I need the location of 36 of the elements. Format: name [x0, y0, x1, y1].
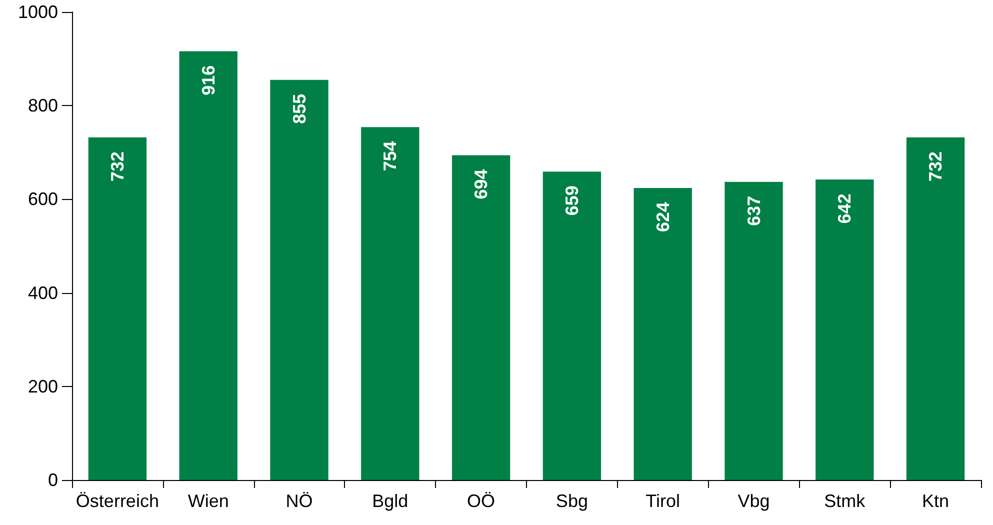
x-tick-label: Stmk: [824, 491, 866, 511]
data-label: 732: [926, 151, 946, 182]
bar: [542, 172, 602, 480]
data-label: 624: [652, 202, 673, 232]
data-label: 855: [289, 94, 310, 124]
x-tick-label: Tirol: [646, 491, 680, 511]
x-tick-label: Bgld: [372, 491, 408, 511]
data-label: 754: [380, 141, 400, 172]
x-tick-label: Vbg: [738, 491, 770, 511]
data-label: 916: [198, 65, 218, 96]
data-label: 659: [562, 186, 582, 216]
bar: [452, 155, 510, 480]
bar: [270, 80, 328, 480]
x-tick-label: Wien: [188, 491, 229, 511]
y-tick-label: 400: [28, 282, 58, 303]
x-tick-label: Österreich: [76, 491, 159, 511]
bar: [634, 188, 692, 480]
bar: [816, 180, 874, 480]
y-tick-label: 200: [28, 376, 58, 396]
bar: [724, 182, 783, 480]
y-tick-label: 600: [28, 189, 58, 210]
y-tick-label: 800: [28, 96, 58, 116]
bar: [906, 137, 965, 480]
data-label: 732: [107, 151, 128, 182]
bar: [361, 127, 420, 480]
x-tick-label: Ktn: [922, 491, 950, 511]
bar: [88, 137, 147, 480]
x-tick-label: NÖ: [286, 491, 313, 511]
data-label: 637: [744, 196, 764, 226]
y-tick-label: 0: [48, 470, 58, 490]
x-tick-label: OÖ: [467, 491, 496, 511]
data-label: 694: [471, 169, 492, 200]
x-tick-label: Sbg: [556, 491, 588, 511]
bar: [179, 51, 238, 480]
y-tick-label: 1000: [18, 2, 58, 22]
data-label: 642: [834, 194, 855, 224]
